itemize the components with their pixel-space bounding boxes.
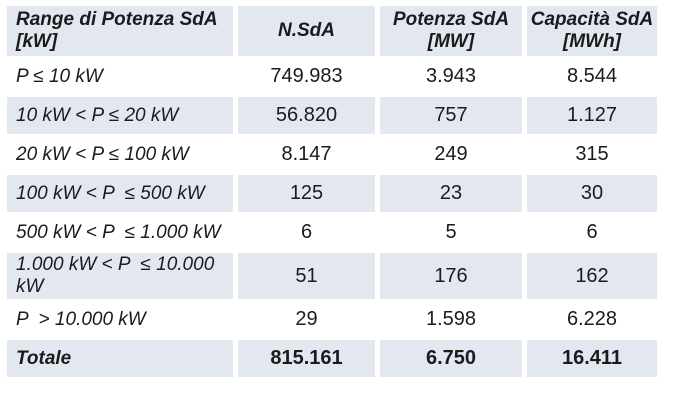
table-row: 20 kW < P ≤ 100 kW 8.147 249 315 — [7, 136, 657, 173]
potenza-cell: 249 — [434, 143, 468, 165]
col-header-nsda: N.SdA — [238, 6, 375, 56]
col-header-potenza: Potenza SdA [MW] — [380, 6, 522, 56]
range-cell: 500 kW < P ≤ 1.000 kW — [16, 221, 221, 243]
capacita-cell: 1.127 — [527, 97, 657, 134]
col-header-range: Range di Potenza SdA [kW] — [7, 6, 233, 56]
potenza-cell: 23 — [380, 175, 522, 212]
nsda-cell: 51 — [238, 253, 375, 299]
header-row: Range di Potenza SdA [kW] N.SdA Potenza … — [7, 6, 657, 56]
nsda-cell: 815.161 — [238, 340, 375, 377]
nsda-cell: 8.147 — [281, 143, 332, 165]
potenza-cell: 757 — [380, 97, 522, 134]
nsda-cell: 29 — [295, 308, 318, 330]
total-row: Totale 815.161 6.750 16.411 — [7, 340, 657, 377]
potenza-cell: 176 — [380, 253, 522, 299]
range-cell: Totale — [7, 340, 233, 377]
capacita-cell: 8.544 — [566, 65, 618, 87]
range-cell: 20 kW < P ≤ 100 kW — [16, 143, 189, 165]
table-header: Range di Potenza SdA [kW] N.SdA Potenza … — [7, 6, 657, 56]
table-row: 1.000 kW < P ≤ 10.000 kW 51 176 162 — [7, 253, 657, 299]
nsda-cell: 749.983 — [270, 65, 343, 87]
table-row: 500 kW < P ≤ 1.000 kW 6 5 6 — [7, 214, 657, 251]
nsda-cell: 56.820 — [238, 97, 375, 134]
range-cell: P > 10.000 kW — [16, 308, 146, 330]
table-row: P ≤ 10 kW 749.983 3.943 8.544 — [7, 58, 657, 95]
capacita-cell: 16.411 — [527, 340, 657, 377]
range-cell: 10 kW < P ≤ 20 kW — [7, 97, 233, 134]
potenza-cell: 1.598 — [425, 308, 477, 330]
capacita-cell: 162 — [527, 253, 657, 299]
potenza-cell: 6.750 — [380, 340, 522, 377]
range-cell: 100 kW < P ≤ 500 kW — [7, 175, 233, 212]
capacita-cell: 6.228 — [566, 308, 618, 330]
potenza-cell: 5 — [445, 221, 457, 243]
range-cell: P ≤ 10 kW — [16, 65, 103, 87]
sda-power-table: Range di Potenza SdA [kW] N.SdA Potenza … — [2, 4, 662, 379]
table-row: P > 10.000 kW 29 1.598 6.228 — [7, 301, 657, 338]
table-row: 100 kW < P ≤ 500 kW 125 23 30 — [7, 175, 657, 212]
table-row: 10 kW < P ≤ 20 kW 56.820 757 1.127 — [7, 97, 657, 134]
col-header-capacita: Capacità SdA [MWh] — [527, 6, 657, 56]
capacita-cell: 6 — [586, 221, 598, 243]
nsda-cell: 125 — [238, 175, 375, 212]
capacita-cell: 315 — [575, 143, 609, 165]
potenza-cell: 3.943 — [425, 65, 477, 87]
capacita-cell: 30 — [527, 175, 657, 212]
range-cell: 1.000 kW < P ≤ 10.000 kW — [7, 253, 233, 299]
table-body: P ≤ 10 kW 749.983 3.943 8.544 10 kW < P … — [7, 58, 657, 377]
nsda-cell: 6 — [300, 221, 313, 243]
